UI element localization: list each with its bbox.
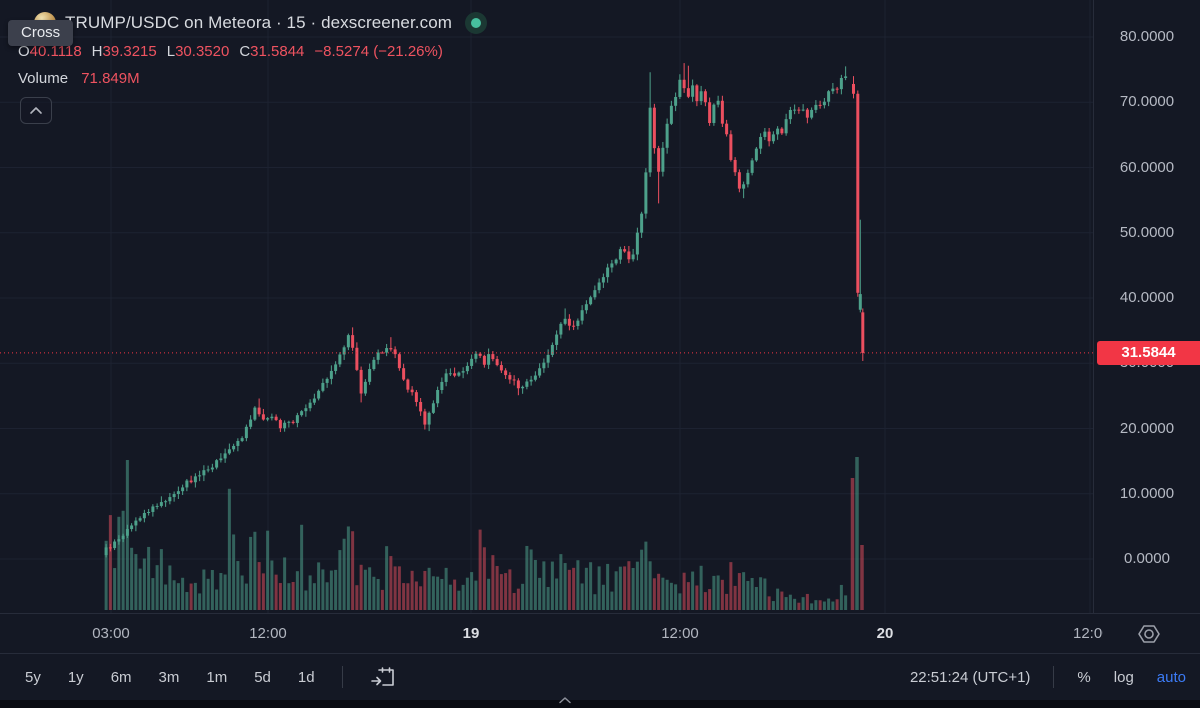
time-tick-label: 12:00 bbox=[1073, 625, 1103, 642]
volume-value: 71.849M bbox=[81, 70, 140, 87]
toolbar-right-group: 22:51:24 (UTC+1) % log auto bbox=[910, 666, 1200, 688]
candlestick-chart[interactable] bbox=[0, 0, 1093, 613]
auto-scale-button[interactable]: auto bbox=[1156, 668, 1186, 686]
axis-settings-button[interactable] bbox=[1136, 621, 1162, 647]
chart-pane[interactable] bbox=[0, 0, 1093, 613]
range-button-1m[interactable]: 1m bbox=[206, 668, 228, 686]
chevron-up-icon bbox=[30, 107, 42, 114]
change-value: −8.5274 (−21.26%) bbox=[314, 43, 443, 60]
ohlc-values-row: O40.1118 H39.3215 L30.3520 C31.5844 −8.5… bbox=[18, 43, 453, 60]
price-tick-label: 0.0000 bbox=[1124, 550, 1170, 567]
price-tick-label: 50.0000 bbox=[1119, 223, 1175, 241]
price-tick-label: 10.0000 bbox=[1119, 484, 1175, 502]
cross-tooltip: Cross bbox=[8, 20, 74, 46]
bottom-toolbar: 5y 1y 6m 3m 1m 5d 1d 22:51:24 (UTC+1) % … bbox=[0, 653, 1200, 700]
range-button-1d[interactable]: 1d bbox=[297, 668, 315, 686]
time-tick-label: 20 bbox=[876, 625, 894, 642]
price-tick-label: 40.0000 bbox=[1119, 289, 1175, 306]
last-price-label: 31.5844 bbox=[1097, 340, 1200, 365]
close-value: C31.5844 bbox=[239, 43, 305, 60]
time-tick-label: 12:00 bbox=[661, 625, 699, 642]
range-button-1y[interactable]: 1y bbox=[67, 668, 84, 686]
time-tick-label: 19 bbox=[462, 625, 480, 642]
price-tick-label: 60.0000 bbox=[1119, 158, 1175, 176]
legend-collapse-button[interactable] bbox=[20, 97, 52, 124]
volume-row: Volume 71.849M bbox=[18, 70, 140, 87]
open-value: O40.1118 bbox=[18, 43, 82, 60]
range-button-3m[interactable]: 3m bbox=[158, 668, 180, 686]
range-switcher: 5y 1y 6m 3m 1m 5d 1d bbox=[0, 665, 396, 689]
time-axis[interactable]: 03:00 12:00 19 12:00 20 12:00 bbox=[0, 613, 1200, 653]
price-axis[interactable]: 31.5844 80.0000 70.0000 60.0000 50.0000 40.0… bbox=[1093, 0, 1200, 613]
percent-scale-button[interactable]: % bbox=[1077, 668, 1091, 686]
bottom-window-strip bbox=[0, 697, 1200, 708]
price-tick-label: 70.0000 bbox=[1119, 93, 1175, 111]
gear-nut-icon bbox=[1138, 625, 1160, 643]
symbol-title[interactable]: TRUMP/USDC on Meteora · 15 · dexscreener… bbox=[65, 13, 453, 32]
time-tick-label: 03:00 bbox=[92, 625, 130, 642]
go-to-date-button[interactable] bbox=[370, 665, 396, 689]
calendar-goto-icon bbox=[370, 667, 394, 686]
range-button-5y[interactable]: 5y bbox=[25, 668, 41, 686]
symbol-title-row[interactable]: TRUMP/USDC on Meteora · 15 · dexscreener… bbox=[34, 10, 488, 36]
volume-label: Volume bbox=[18, 70, 69, 87]
live-status-icon bbox=[465, 12, 488, 34]
price-tick-label: 80.0000 bbox=[1119, 28, 1175, 45]
clock-display[interactable]: 22:51:24 (UTC+1) bbox=[909, 668, 1031, 686]
chevron-up-icon[interactable] bbox=[558, 696, 572, 704]
toolbar-divider bbox=[341, 666, 343, 688]
range-button-5d[interactable]: 5d bbox=[254, 668, 271, 686]
price-tick-label: 20.0000 bbox=[1119, 419, 1175, 437]
log-scale-button[interactable]: log bbox=[1113, 668, 1134, 686]
low-value: L30.3520 bbox=[166, 43, 230, 60]
toolbar-divider bbox=[1053, 666, 1055, 688]
range-button-6m[interactable]: 6m bbox=[110, 668, 132, 686]
high-value: H39.3215 bbox=[91, 43, 157, 60]
time-tick-label: 12:00 bbox=[249, 625, 287, 642]
